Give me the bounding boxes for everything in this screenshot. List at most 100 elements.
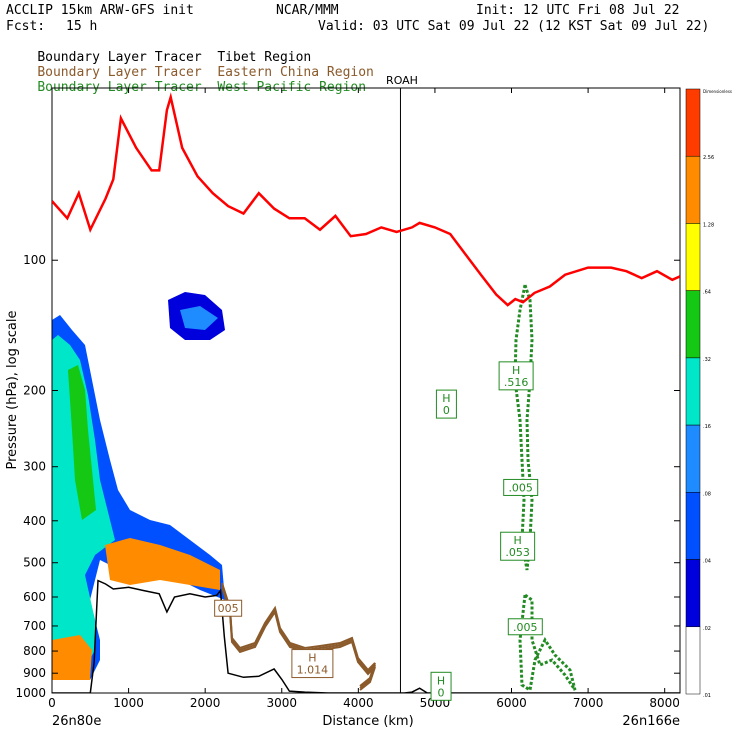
west-pacific-contour-upper bbox=[513, 279, 534, 571]
colorbar-swatch bbox=[685, 290, 701, 359]
model-title: ACCLIP 15km ARW-GFS init bbox=[6, 3, 194, 18]
x-tick-label: 4000 bbox=[343, 696, 374, 710]
y-tick-label: 400 bbox=[23, 514, 46, 528]
eastern-china-contour bbox=[221, 582, 376, 687]
marker-label: ROAH bbox=[386, 74, 418, 87]
colorbar-label: .01 bbox=[703, 693, 711, 699]
annotation-text: .516 bbox=[504, 376, 529, 389]
colorbar-swatch bbox=[685, 88, 701, 157]
colorbar-swatch bbox=[685, 492, 701, 560]
annotation-box: H0 bbox=[430, 671, 452, 701]
annotation-box: .005 bbox=[503, 478, 539, 496]
series-layer bbox=[52, 88, 680, 693]
init-time: Init: 12 UTC Fri 08 Jul 22 bbox=[476, 3, 680, 18]
x-tick-label: 1000 bbox=[113, 696, 144, 710]
annotation-text: H bbox=[512, 364, 520, 377]
tracer-shade-upper-lightblue bbox=[180, 306, 218, 330]
annotation-frame bbox=[291, 649, 334, 679]
colorbar-swatch bbox=[685, 357, 701, 426]
annotation-frame bbox=[503, 478, 539, 496]
annotation-text: H bbox=[513, 534, 521, 547]
colorbar-label: .32 bbox=[703, 357, 711, 363]
colorbar-label: .08 bbox=[703, 491, 711, 497]
annotation-text: .005 bbox=[508, 481, 533, 494]
annotation-text: .053 bbox=[505, 546, 530, 559]
x-end-label: 26n166e bbox=[622, 714, 680, 729]
x-tick-label: 8000 bbox=[649, 696, 680, 710]
legend-tracer-tibet: Boundary Layer Tracer Tibet Region bbox=[6, 35, 311, 80]
annotation-text: H bbox=[308, 652, 316, 665]
colorbar-label: 1.28 bbox=[703, 222, 714, 228]
annotation-text: .005 bbox=[513, 621, 538, 634]
y-tick-label: 100 bbox=[23, 253, 46, 267]
valid-time: Valid: 03 UTC Sat 09 Jul 22 (12 KST Sat … bbox=[318, 19, 710, 34]
legend-tracer-name: Boundary Layer Tracer bbox=[37, 50, 202, 65]
tracer-shade-green bbox=[68, 365, 96, 520]
x-tick-label: 0 bbox=[48, 696, 56, 710]
annotation-frame bbox=[500, 531, 536, 561]
colorbar-label: .16 bbox=[703, 424, 711, 430]
colorbar-swatch bbox=[685, 626, 701, 695]
y-tick-label: 800 bbox=[23, 644, 46, 658]
annotation-box: H.516 bbox=[498, 361, 534, 391]
eastern-china-contour bbox=[221, 584, 376, 689]
colorbar-label: 2.56 bbox=[703, 155, 714, 161]
annotation-text: 0 bbox=[443, 404, 450, 417]
y-axis-label: Pressure (hPa), log scale bbox=[5, 311, 20, 470]
y-tick-label: 300 bbox=[23, 460, 46, 474]
annotation-frame bbox=[507, 618, 543, 636]
forecast-label: Fcst: bbox=[6, 19, 46, 34]
colorbar-swatch bbox=[685, 223, 701, 291]
annotation-text: 005 bbox=[218, 602, 239, 615]
legend-tracer-eastern-china: Boundary Layer Tracer Eastern China Regi… bbox=[6, 50, 374, 95]
annotation-text: H bbox=[437, 674, 445, 687]
annotation-frame bbox=[214, 599, 243, 617]
tracer-shade-low-blue bbox=[52, 315, 225, 680]
y-tick-label: 900 bbox=[23, 666, 46, 680]
tropopause-line bbox=[52, 92, 680, 307]
colorbar: Dimensionless 2.56 1.28 .64 .32 .16 .08 .04 .02.… bbox=[685, 88, 732, 699]
colorbar-label: .64 bbox=[703, 290, 711, 296]
y-tick-label: 500 bbox=[23, 556, 46, 570]
annotation-box: H.053 bbox=[500, 531, 536, 561]
colorbar-label: .02 bbox=[703, 626, 711, 632]
legend-region: Eastern China Region bbox=[217, 65, 374, 80]
x-tick-label: 7000 bbox=[573, 696, 604, 710]
y-tick-label: 700 bbox=[23, 619, 46, 633]
annotation-text: 0 bbox=[438, 686, 445, 699]
legend-region: Tibet Region bbox=[217, 50, 312, 65]
terrain-line bbox=[52, 579, 680, 693]
colorbar-label: .04 bbox=[703, 559, 711, 565]
plot-frame bbox=[51, 87, 681, 694]
colorbar-swatch bbox=[685, 155, 701, 224]
axes: 0 1000 2000 3000 4000 5000 6000 7000 80001002003… bbox=[15, 88, 680, 710]
x-tick-label: 6000 bbox=[496, 696, 527, 710]
tracer-shade-orange-low bbox=[52, 635, 92, 680]
tibet-tracer-shading bbox=[52, 292, 225, 680]
x-tick-label: 2000 bbox=[190, 696, 221, 710]
annotation-text: H bbox=[442, 392, 450, 405]
annotation-box: H1.014 bbox=[291, 649, 334, 679]
colorbar-swatch bbox=[685, 559, 701, 628]
forecast-hour: 15 h bbox=[66, 19, 98, 34]
y-tick-label: 1000 bbox=[15, 686, 46, 700]
annotation-frame bbox=[430, 671, 452, 701]
colorbar-label: Dimensionless bbox=[703, 89, 732, 94]
west-pacific-contour-lower bbox=[518, 592, 577, 693]
annotation-frame bbox=[435, 389, 457, 419]
y-tick-label: 200 bbox=[23, 384, 46, 398]
organization: NCAR/MMM bbox=[276, 3, 339, 18]
y-tick-label: 600 bbox=[23, 590, 46, 604]
x-start-label: 26n80e bbox=[52, 714, 101, 729]
annotation-box: 005 bbox=[214, 599, 243, 617]
annotation-frame bbox=[498, 361, 534, 391]
x-axis-label: Distance (km) bbox=[322, 714, 413, 729]
annotation-box: .005 bbox=[507, 618, 543, 636]
legend-tracer-name: Boundary Layer Tracer bbox=[37, 65, 202, 80]
annotation-text: 1.014 bbox=[297, 664, 329, 677]
x-tick-label: 3000 bbox=[266, 696, 297, 710]
tracer-shade-orange bbox=[105, 538, 220, 590]
colorbar-swatch bbox=[685, 424, 701, 493]
